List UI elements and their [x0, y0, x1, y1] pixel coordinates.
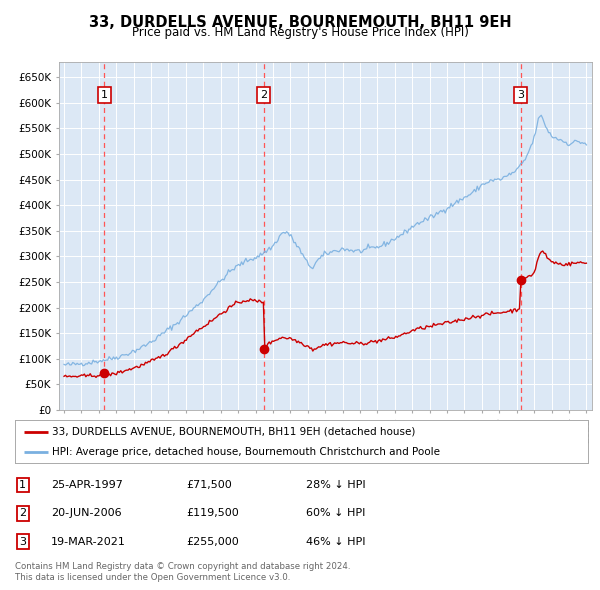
- Text: 1: 1: [101, 90, 108, 100]
- Text: 25-APR-1997: 25-APR-1997: [51, 480, 123, 490]
- Text: £119,500: £119,500: [186, 509, 239, 518]
- Text: 60% ↓ HPI: 60% ↓ HPI: [306, 509, 365, 518]
- Text: HPI: Average price, detached house, Bournemouth Christchurch and Poole: HPI: Average price, detached house, Bour…: [52, 447, 440, 457]
- Text: 3: 3: [19, 537, 26, 546]
- Text: 33, DURDELLS AVENUE, BOURNEMOUTH, BH11 9EH: 33, DURDELLS AVENUE, BOURNEMOUTH, BH11 9…: [89, 15, 511, 30]
- Text: 28% ↓ HPI: 28% ↓ HPI: [306, 480, 365, 490]
- Text: 2: 2: [260, 90, 267, 100]
- Text: £255,000: £255,000: [186, 537, 239, 546]
- Text: 2: 2: [19, 509, 26, 518]
- Text: 3: 3: [517, 90, 524, 100]
- Text: £71,500: £71,500: [186, 480, 232, 490]
- Text: 19-MAR-2021: 19-MAR-2021: [51, 537, 126, 546]
- Text: 46% ↓ HPI: 46% ↓ HPI: [306, 537, 365, 546]
- Text: 20-JUN-2006: 20-JUN-2006: [51, 509, 122, 518]
- Text: Price paid vs. HM Land Registry's House Price Index (HPI): Price paid vs. HM Land Registry's House …: [131, 26, 469, 39]
- Text: 33, DURDELLS AVENUE, BOURNEMOUTH, BH11 9EH (detached house): 33, DURDELLS AVENUE, BOURNEMOUTH, BH11 9…: [52, 427, 416, 437]
- Text: This data is licensed under the Open Government Licence v3.0.: This data is licensed under the Open Gov…: [15, 573, 290, 582]
- Text: Contains HM Land Registry data © Crown copyright and database right 2024.: Contains HM Land Registry data © Crown c…: [15, 562, 350, 571]
- Text: 1: 1: [19, 480, 26, 490]
